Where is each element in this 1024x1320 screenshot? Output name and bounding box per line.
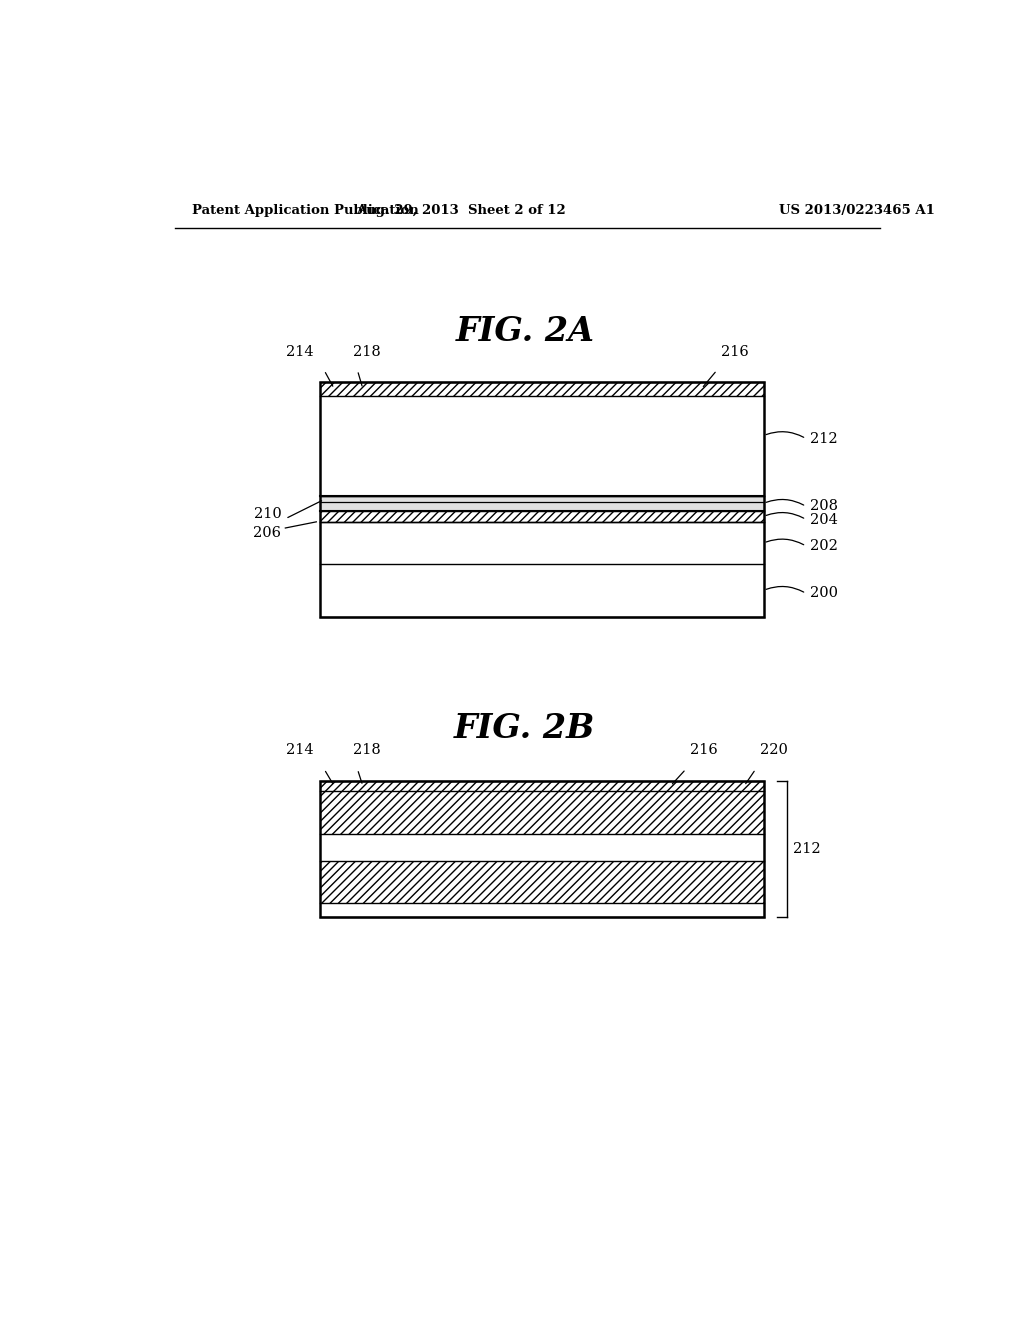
Text: 214: 214 [287,743,314,758]
Text: 214: 214 [287,345,314,359]
Text: 212: 212 [793,842,820,855]
Text: 204: 204 [810,512,838,527]
Text: FIG. 2A: FIG. 2A [456,315,594,348]
Bar [321,381,764,396]
Text: US 2013/0223465 A1: US 2013/0223465 A1 [779,205,935,218]
Bar [321,496,764,511]
Bar [321,834,764,861]
Text: 216: 216 [690,743,718,758]
Bar [321,511,764,521]
Text: 220: 220 [760,743,787,758]
Text: 208: 208 [810,499,838,513]
Text: Aug. 29, 2013  Sheet 2 of 12: Aug. 29, 2013 Sheet 2 of 12 [356,205,566,218]
Bar [321,381,764,616]
Text: FIG. 2B: FIG. 2B [454,711,596,744]
Text: 216: 216 [721,345,749,359]
Bar [321,564,764,616]
Text: Patent Application Publication: Patent Application Publication [191,205,418,218]
Bar [321,903,764,917]
Bar [321,780,764,792]
Bar [321,861,764,903]
Bar [321,792,764,834]
Text: 206: 206 [254,525,282,540]
Bar [321,780,764,917]
Text: 218: 218 [352,345,381,359]
Text: 218: 218 [352,743,381,758]
Bar [321,521,764,564]
Text: 210: 210 [254,507,282,521]
Text: 212: 212 [810,432,838,446]
Text: 200: 200 [810,586,838,601]
Text: 202: 202 [810,539,838,553]
Bar [321,396,764,496]
